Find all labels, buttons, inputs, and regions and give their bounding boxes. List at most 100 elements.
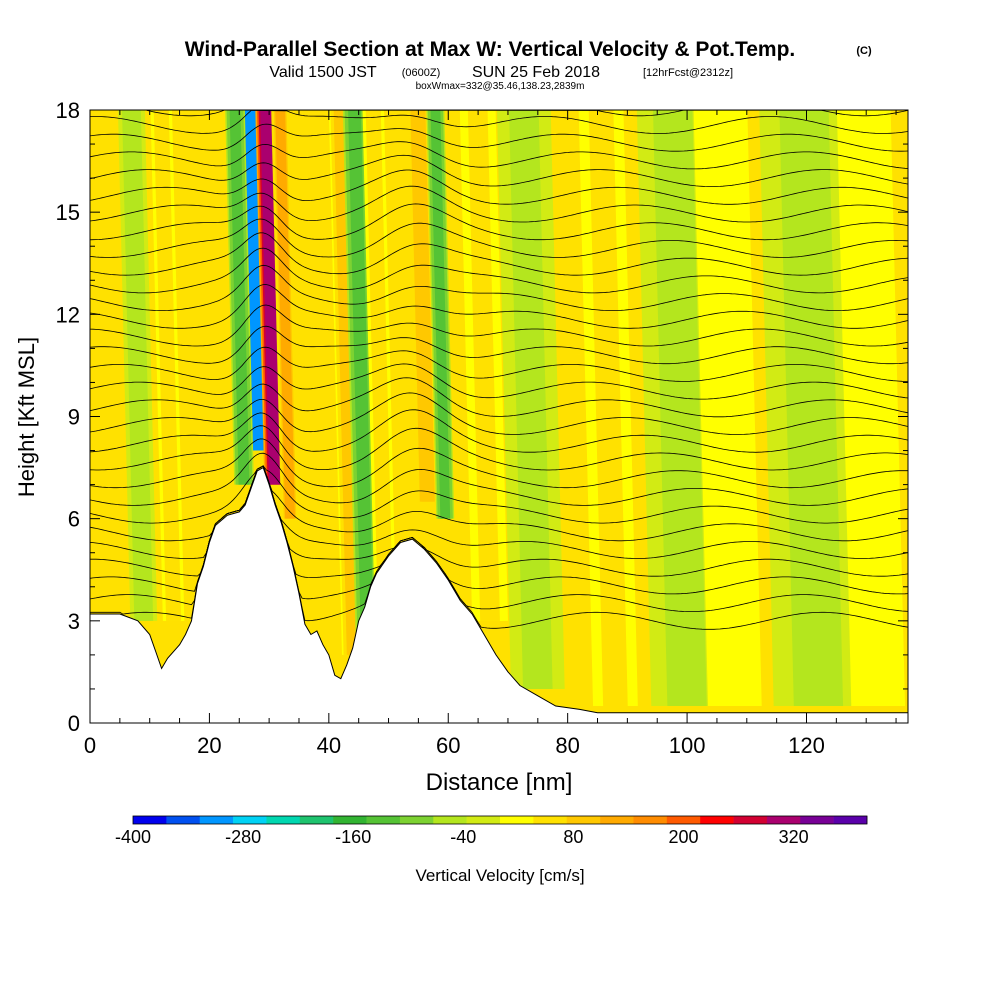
theta-contour-42 bbox=[90, 264, 908, 311]
colorbar-swatch-14 bbox=[600, 816, 634, 824]
y-axis: 0 3 6 9 12 15 18 bbox=[56, 98, 908, 736]
theta-contour-20 bbox=[90, 452, 908, 506]
x-tick-label-3: 60 bbox=[436, 733, 460, 758]
colorbar: -400 -280 -160 -40 80 200 320 bbox=[115, 815, 868, 847]
chart-title: Wind-Parallel Section at Max W: Vertical… bbox=[185, 38, 796, 61]
theta-contour-46 bbox=[90, 232, 908, 276]
theta-contour-22 bbox=[90, 438, 908, 489]
theta-contour-24 bbox=[90, 425, 908, 471]
w-band-0-1 bbox=[243, 110, 265, 451]
w-band-11-1 bbox=[467, 110, 500, 621]
colorbar-swatch-16 bbox=[666, 816, 701, 824]
colorbar-label: Vertical Velocity [cm/s] bbox=[415, 866, 584, 885]
colorbar-frame bbox=[132, 815, 868, 825]
x-tick-label-4: 80 bbox=[555, 733, 579, 758]
colorbar-tick-label-3: -40 bbox=[450, 827, 476, 847]
colorbar-swatch-2 bbox=[199, 816, 234, 824]
colorbar-tick-label-2: -160 bbox=[335, 827, 371, 847]
colorbar-tick-label-1: -280 bbox=[225, 827, 261, 847]
theta-contour-18 bbox=[90, 465, 908, 524]
theta-contour-44 bbox=[90, 247, 908, 294]
colorbar-swatch-9 bbox=[433, 816, 467, 824]
colorbar-tick-label-0: -400 bbox=[115, 827, 151, 847]
w-band-16-1 bbox=[779, 110, 844, 706]
x-tick-label-0: 0 bbox=[84, 733, 96, 758]
valid-time-line: Valid 1500 JST (0600Z) SUN 25 Feb 2018 [… bbox=[269, 64, 733, 81]
colorbar-swatch-6 bbox=[333, 816, 367, 824]
y-tick-label-1: 3 bbox=[68, 609, 80, 634]
colorbar-swatch-7 bbox=[366, 816, 401, 824]
y-tick-label-0: 0 bbox=[68, 711, 80, 736]
forecast-hour: [12hrFcst@2312z] bbox=[643, 67, 733, 79]
theta-contour-34 bbox=[90, 346, 908, 382]
valid-time-zulu: (0600Z) bbox=[402, 67, 441, 79]
colorbar-swatch-12 bbox=[533, 816, 568, 824]
colorbar-swatch-15 bbox=[633, 816, 668, 824]
theta-contour-16 bbox=[90, 465, 908, 542]
terrain-mask bbox=[90, 466, 908, 723]
colorbar-swatch-0 bbox=[133, 816, 167, 824]
y-tick-label-4: 12 bbox=[56, 302, 80, 327]
w-band-4-1 bbox=[333, 110, 359, 655]
x-tick-label-6: 120 bbox=[788, 733, 825, 758]
copyright-mark: (C) bbox=[856, 45, 872, 57]
theta-contour-52 bbox=[90, 185, 908, 223]
colorbar-swatch-1 bbox=[166, 816, 201, 824]
colorbar-swatch-11 bbox=[500, 816, 534, 824]
w-band-1-1 bbox=[229, 110, 250, 485]
w-band-12-1 bbox=[509, 110, 553, 689]
colorbar-swatch-10 bbox=[466, 816, 501, 824]
y-tick-label-2: 6 bbox=[68, 507, 80, 532]
box-wmax-subtitle: boxWmax=332@35.46,138.23,2839m bbox=[416, 81, 585, 92]
theta-contour-36 bbox=[90, 325, 908, 365]
vertical-velocity-field bbox=[90, 110, 908, 723]
x-axis: 0 20 40 60 80 100 120 bbox=[84, 110, 897, 758]
w-band-6-1 bbox=[367, 110, 392, 621]
y-axis-label: Height [Kft MSL] bbox=[14, 337, 39, 497]
w-band-10-1 bbox=[155, 110, 180, 621]
x-tick-label-5: 100 bbox=[669, 733, 706, 758]
theta-contour-62 bbox=[90, 110, 908, 134]
theta-contour-26 bbox=[90, 409, 908, 453]
valid-date: SUN 25 Feb 2018 bbox=[472, 64, 600, 81]
colorbar-tick-label-6: 320 bbox=[779, 827, 809, 847]
plot-area bbox=[90, 110, 908, 723]
theta-contour-28 bbox=[90, 392, 908, 435]
y-tick-label-6: 18 bbox=[56, 98, 80, 123]
x-tick-label-2: 40 bbox=[317, 733, 341, 758]
y-tick-label-3: 9 bbox=[68, 405, 80, 430]
theta-contour-60 bbox=[90, 123, 908, 152]
x-tick-label-1: 20 bbox=[197, 733, 221, 758]
colorbar-swatch-19 bbox=[766, 816, 801, 824]
colorbar-swatch-8 bbox=[399, 816, 434, 824]
theta-contour-50 bbox=[90, 203, 908, 241]
w-band-14-1 bbox=[653, 110, 707, 706]
theta-contour-48 bbox=[90, 218, 908, 258]
y-tick-label-5: 15 bbox=[56, 200, 80, 225]
valid-time-prefix: Valid 1500 JST bbox=[269, 64, 377, 81]
colorbar-swatch-20 bbox=[800, 816, 834, 824]
colorbar-swatch-17 bbox=[700, 816, 734, 824]
colorbar-tick-label-5: 200 bbox=[668, 827, 698, 847]
w-band-5-1 bbox=[348, 110, 375, 655]
theta-contour-58 bbox=[90, 141, 908, 170]
colorbar-swatch-3 bbox=[233, 816, 267, 824]
w-band-8-1 bbox=[430, 110, 451, 519]
colorbar-swatch-4 bbox=[266, 816, 301, 824]
colorbar-swatch-5 bbox=[299, 816, 334, 824]
w-band-7-1 bbox=[411, 110, 434, 502]
w-band-15-1 bbox=[705, 110, 750, 706]
theta-contour-32 bbox=[90, 363, 908, 400]
theta-contour-54 bbox=[90, 169, 908, 205]
potential-temperature-contours bbox=[90, 110, 908, 630]
w-band-3-1 bbox=[275, 110, 295, 519]
colorbar-swatch-13 bbox=[566, 816, 601, 824]
theta-contour-30 bbox=[90, 377, 908, 418]
colorbar-swatch-18 bbox=[733, 816, 768, 824]
colorbar-tick-label-4: 80 bbox=[563, 827, 583, 847]
colorbar-swatch-21 bbox=[833, 816, 868, 824]
theta-contour-64 bbox=[146, 110, 908, 117]
theta-contour-38 bbox=[90, 304, 908, 347]
x-axis-label: Distance [nm] bbox=[426, 769, 573, 796]
